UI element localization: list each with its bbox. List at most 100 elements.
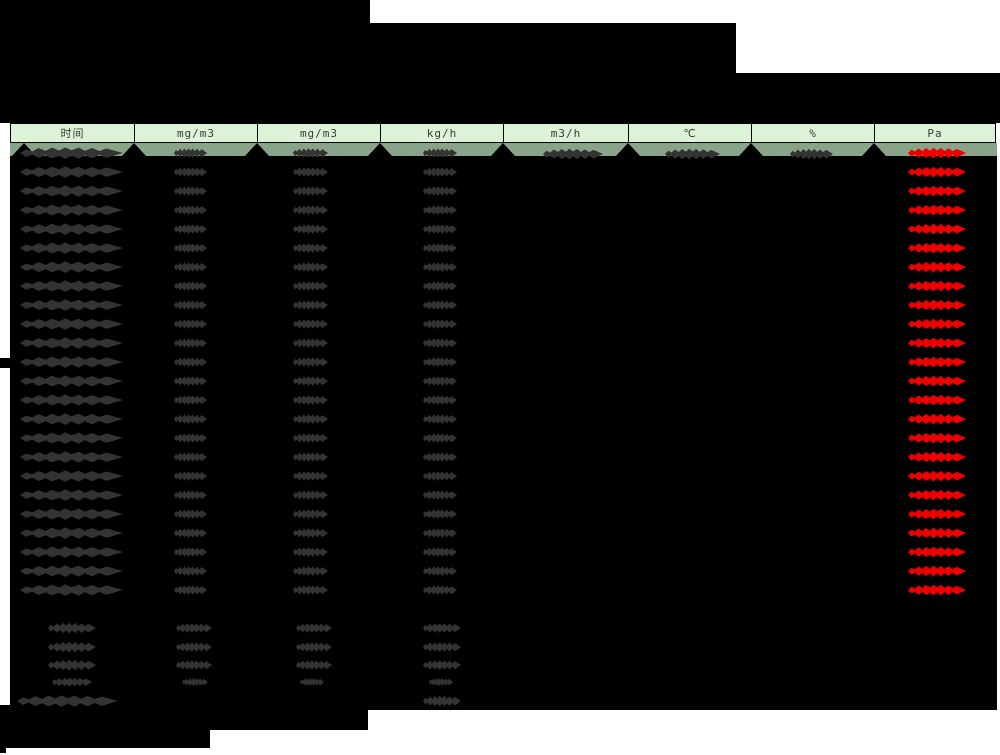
redacted-alarm-value (908, 432, 966, 444)
redacted-alarm-value (908, 394, 966, 406)
redacted-alarm-value (908, 204, 966, 216)
redacted-time-value (20, 565, 123, 577)
redacted-cell-value (423, 300, 457, 311)
redacted-time-value (20, 508, 123, 520)
redacted-time-value (20, 432, 123, 444)
band-notch (368, 143, 392, 156)
redacted-cell-value (293, 433, 328, 444)
redacted-alarm-value (908, 508, 966, 520)
redacted-alarm-value (908, 147, 966, 159)
redacted-time-value (20, 527, 123, 539)
redaction-step-2 (0, 730, 210, 748)
redacted-cell-value (293, 319, 328, 330)
redacted-cell-value (429, 678, 453, 687)
redacted-cell-value (293, 262, 328, 273)
redacted-cell-value (174, 262, 207, 273)
redacted-cell-value (423, 490, 457, 501)
header-cell-m3h: m3/h (503, 123, 629, 143)
band-notch (491, 143, 515, 156)
band-notch (245, 143, 269, 156)
redacted-cell-value (293, 148, 328, 159)
redacted-cell-value (174, 281, 207, 292)
redacted-cell-value (293, 490, 328, 501)
redacted-cell-value (296, 642, 332, 653)
redacted-cell-value (293, 566, 328, 577)
redacted-cell-value (423, 243, 457, 254)
header-cell-mgm3-2: mg/m3 (257, 123, 381, 143)
redacted-cell-value (423, 471, 457, 482)
redacted-cell-value (293, 357, 328, 368)
redacted-cell-value (423, 642, 461, 653)
redacted-cell-value (423, 148, 457, 159)
redacted-cell-value (423, 395, 457, 406)
redacted-cell-value (174, 338, 207, 349)
redacted-cell-value (174, 357, 207, 368)
redacted-alarm-value (908, 261, 966, 273)
redacted-cell-value (423, 452, 457, 463)
redacted-cell-value (293, 300, 328, 311)
redacted-alarm-value (908, 299, 966, 311)
redacted-cell-value (174, 528, 207, 539)
redacted-cell-value (293, 585, 328, 596)
redacted-cell-value (423, 338, 457, 349)
redacted-cell-value (423, 566, 457, 577)
redacted-time-value (20, 470, 123, 482)
redaction-step-1 (0, 705, 368, 730)
redacted-summary-label (48, 641, 96, 653)
redacted-time-value (20, 337, 123, 349)
redacted-cell-value (293, 205, 328, 216)
redacted-cell-value (296, 623, 332, 634)
redacted-cell-value (174, 414, 207, 425)
header-cell-kgh: kg/h (380, 123, 504, 143)
redacted-cell-value (423, 547, 457, 558)
redacted-cell-value (665, 148, 720, 160)
redacted-cell-value (174, 452, 207, 463)
redacted-cell-value (174, 433, 207, 444)
redacted-cell-value (423, 585, 457, 596)
redacted-cell-value (174, 566, 207, 577)
band-notch (862, 143, 886, 156)
redacted-cell-value (423, 528, 457, 539)
redacted-alarm-value (908, 489, 966, 501)
redacted-alarm-value (908, 356, 966, 368)
redacted-cell-value (293, 471, 328, 482)
redacted-cell-value (174, 585, 207, 596)
redacted-cell-value (174, 395, 207, 406)
redacted-cell-value (293, 509, 328, 520)
redacted-summary-label (52, 677, 92, 687)
redacted-cell-value (423, 623, 461, 634)
redacted-cell-value (300, 678, 324, 687)
redacted-summary-label (48, 622, 96, 634)
redacted-cell-value (293, 243, 328, 254)
redacted-cell-value (423, 660, 461, 671)
redacted-cell-value (423, 414, 457, 425)
redaction-block-title (0, 0, 370, 123)
redacted-time-value (20, 299, 123, 311)
redaction-block-header-right (736, 73, 1000, 123)
redacted-cell-value (174, 186, 207, 197)
redacted-alarm-value (908, 565, 966, 577)
redacted-time-value (20, 261, 123, 273)
redacted-cell-value (174, 205, 207, 216)
redacted-cell-value (174, 224, 207, 235)
redacted-cell-value (182, 678, 208, 687)
header-cell-mgm3-1: mg/m3 (134, 123, 258, 143)
redacted-cell-value (174, 167, 207, 178)
redacted-cell-value (423, 319, 457, 330)
redacted-alarm-value (908, 166, 966, 178)
redacted-cell-value (423, 167, 457, 178)
redacted-alarm-value (908, 318, 966, 330)
redacted-alarm-value (908, 337, 966, 349)
redacted-alarm-value (908, 527, 966, 539)
redacted-cell-value (293, 452, 328, 463)
redacted-cell-value (176, 660, 212, 671)
redacted-cell-value (174, 490, 207, 501)
redacted-cell-value (174, 243, 207, 254)
redaction-block-header-mid (370, 23, 736, 123)
redacted-alarm-value (908, 546, 966, 558)
redacted-cell-value (293, 281, 328, 292)
redacted-cell-value (293, 376, 328, 387)
redacted-alarm-value (908, 185, 966, 197)
redacted-summary-label (17, 695, 118, 707)
